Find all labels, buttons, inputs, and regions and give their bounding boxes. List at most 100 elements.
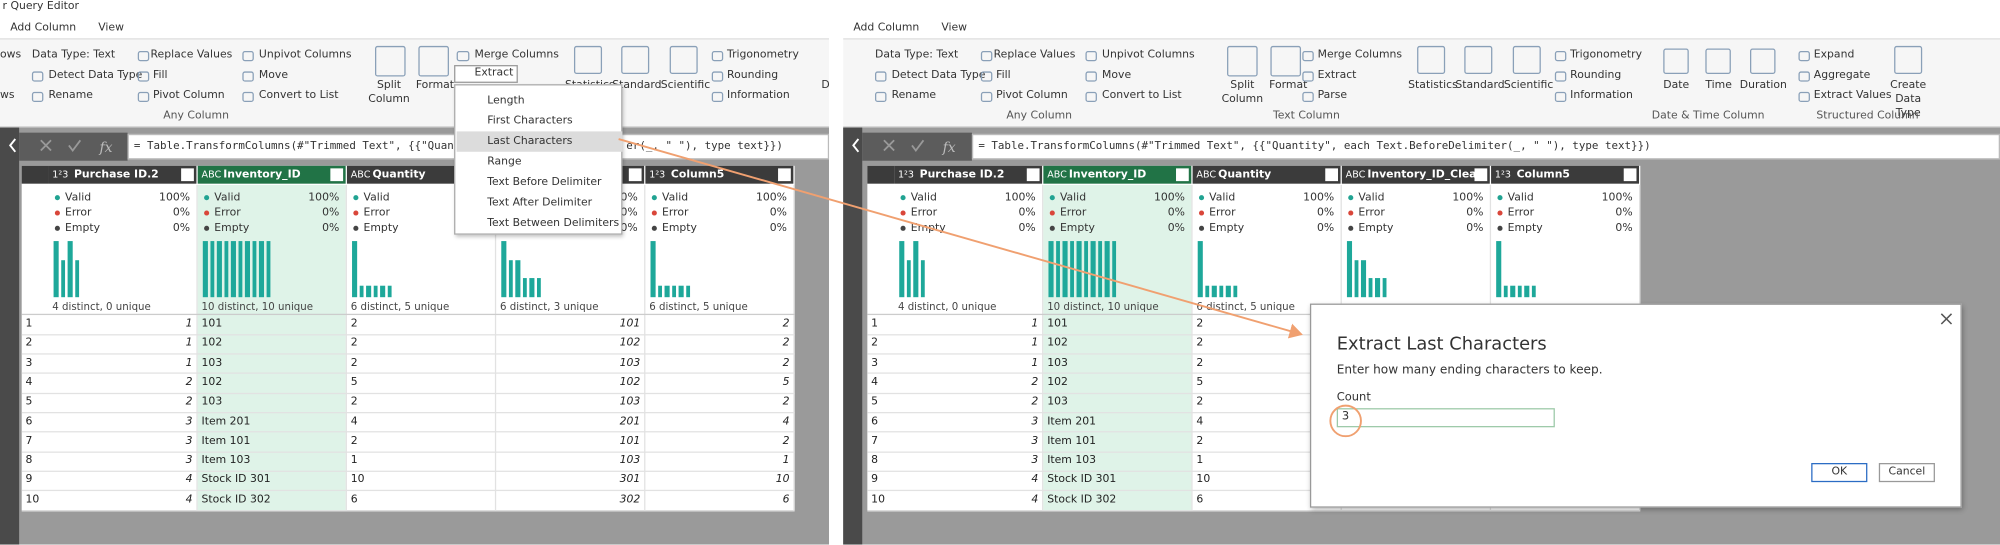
- distribution-bar: [209, 241, 215, 298]
- label: 0%: [769, 221, 787, 235]
- cell: 2: [185, 395, 193, 409]
- label: Information: [727, 89, 790, 103]
- cell: 3: [1031, 434, 1039, 448]
- label[interactable]: Cancel: [1888, 465, 1926, 479]
- ribbon-icon: [1417, 45, 1446, 74]
- label: Extract: [474, 66, 514, 80]
- cell: 2: [350, 337, 358, 350]
- label[interactable]: Last Characters: [487, 135, 573, 148]
- column-divider: [1042, 184, 1044, 511]
- label[interactable]: First Characters: [487, 114, 573, 128]
- label: Information: [1570, 89, 1633, 103]
- label: 0%: [1316, 221, 1335, 235]
- label: Empty: [661, 221, 697, 235]
- cell: 6: [1196, 493, 1204, 506]
- cell: 4: [185, 473, 193, 487]
- title-bar: [843, 0, 2000, 17]
- label: ws: [0, 89, 15, 103]
- cell: 102: [201, 376, 223, 389]
- distribution-bar: [920, 259, 925, 298]
- cell: 5: [782, 376, 790, 389]
- label: Standard: [1455, 79, 1505, 92]
- label: Error: [1507, 206, 1535, 220]
- row-line: [867, 372, 1641, 374]
- column-name: Inventory_ID: [223, 168, 301, 182]
- label: Fill: [996, 68, 1011, 82]
- distribution-bar: [265, 241, 271, 298]
- right-window: fx Add Column View Data Type: Text Replace V…: [843, 0, 2000, 545]
- cell: 2: [185, 376, 193, 389]
- distribution-bar: [508, 259, 513, 298]
- ribbon-icon: [1464, 45, 1493, 74]
- close-button[interactable]: [1939, 311, 1954, 326]
- label: Data Type: Text: [874, 48, 959, 62]
- ribbon-icon: [242, 91, 254, 103]
- label: 0%: [322, 206, 340, 220]
- label: Data Type: Text: [31, 48, 116, 62]
- label: Valid: [1209, 191, 1236, 205]
- cell: 102: [619, 376, 641, 389]
- distribution-bar: [1048, 241, 1053, 298]
- label: Structured Column: [1816, 109, 1919, 123]
- row-line: [867, 353, 1641, 355]
- side-strip: [843, 127, 863, 545]
- label[interactable]: OK: [1831, 465, 1848, 479]
- row-number: 5: [871, 395, 879, 409]
- cell: Stock ID 301: [201, 473, 271, 487]
- ribbon-icon: [874, 71, 887, 82]
- ribbon-icon: [1554, 91, 1567, 103]
- distribution-bar: [387, 285, 392, 298]
- selected-column: [197, 184, 346, 511]
- distribution-bar: [529, 278, 534, 298]
- label[interactable]: Range: [487, 155, 522, 169]
- label: 100%: [1452, 191, 1484, 205]
- label: Rename: [48, 89, 93, 103]
- column-divider: [1191, 184, 1193, 511]
- label[interactable]: Text Between Delimiters: [487, 216, 620, 230]
- label: Empty: [65, 221, 101, 235]
- cell: 2: [350, 356, 358, 370]
- label[interactable]: Text After Delimiter: [487, 196, 593, 210]
- label: Duration: [1739, 79, 1787, 92]
- label[interactable]: Text Before Delimiter: [487, 176, 602, 189]
- label: Extract: [1317, 68, 1357, 82]
- formula-icons: fx: [852, 138, 956, 156]
- cell: 5: [350, 376, 358, 389]
- distribution-bar: [913, 241, 918, 298]
- ribbon-icon: [1085, 51, 1097, 62]
- quality-dot: [1198, 195, 1205, 201]
- dialog: Extract Last Characters Enter how many en…: [1309, 303, 1962, 508]
- ribbon-icon: [1894, 45, 1923, 74]
- label: Empty: [910, 221, 946, 235]
- column-header: 1²3 Purchase ID.2: [48, 165, 197, 184]
- column-name: Column5: [670, 168, 725, 182]
- row-number: 7: [871, 434, 879, 448]
- label: Format: [1269, 79, 1308, 92]
- cell: Item 103: [1047, 454, 1097, 467]
- cell: 3: [185, 415, 193, 428]
- distribution-bar: [1090, 241, 1096, 298]
- cell: 10: [775, 473, 790, 487]
- quality-dot: [204, 210, 210, 216]
- distribution-bar: [352, 241, 357, 298]
- ribbon-icon: [1554, 71, 1567, 82]
- label: Empty: [1059, 221, 1095, 235]
- label: Parse: [1317, 89, 1348, 103]
- label: Count: [1336, 391, 1371, 405]
- label[interactable]: Length: [487, 94, 525, 108]
- row-number: 6: [25, 415, 33, 428]
- label[interactable]: 3: [1341, 410, 1350, 424]
- label: r Query Editor: [2, 0, 79, 13]
- label: Unpivot Columns: [258, 48, 352, 62]
- cell: 4: [1031, 473, 1039, 487]
- quality-dot: [1348, 210, 1354, 216]
- menu-bar: [0, 17, 830, 40]
- row-line: [21, 470, 795, 472]
- distribution-bar: [1503, 285, 1508, 298]
- ribbon-icon: [31, 91, 44, 103]
- label: Add Column: [853, 21, 920, 35]
- quality-dot: [353, 210, 359, 216]
- distribution-bar: [1097, 241, 1103, 298]
- ribbon-icon: [242, 71, 254, 82]
